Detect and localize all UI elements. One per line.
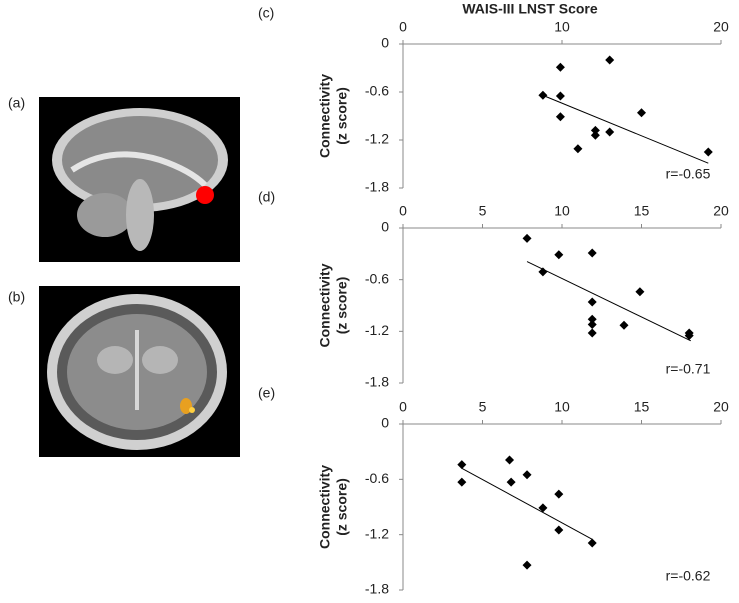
y-axis-label: (z score) bbox=[334, 478, 350, 536]
data-point bbox=[555, 91, 565, 101]
data-point bbox=[587, 297, 597, 307]
trend-line bbox=[544, 95, 709, 164]
correlation-annotation: r=-0.62 bbox=[666, 568, 711, 584]
data-point bbox=[522, 470, 532, 480]
x-tick-label: 10 bbox=[554, 203, 570, 219]
x-tick-label: 20 bbox=[713, 19, 729, 35]
data-point bbox=[506, 477, 516, 487]
data-point bbox=[554, 250, 564, 260]
data-point bbox=[587, 328, 597, 338]
correlation-annotation: r=-0.65 bbox=[666, 166, 711, 182]
data-point bbox=[554, 525, 564, 535]
y-tick-label: -1.8 bbox=[365, 581, 389, 597]
data-point bbox=[605, 127, 615, 137]
data-point bbox=[619, 320, 629, 330]
panel-label: (e) bbox=[258, 385, 275, 401]
y-tick-label: -0.6 bbox=[365, 270, 389, 286]
image-label: (a) bbox=[8, 95, 25, 111]
x-tick-label: 20 bbox=[713, 203, 729, 219]
y-tick-label: -1.8 bbox=[365, 374, 389, 390]
panel-label: (c) bbox=[258, 5, 274, 21]
data-point bbox=[457, 460, 467, 470]
y-axis-label: Connectivity bbox=[317, 74, 333, 158]
data-point bbox=[590, 130, 600, 140]
x-tick-label: 0 bbox=[399, 19, 407, 35]
image-label: (b) bbox=[8, 289, 25, 305]
x-axis-title: WAIS-III LNST Score bbox=[462, 1, 598, 17]
data-point bbox=[555, 62, 565, 72]
y-tick-label: -1.2 bbox=[365, 322, 389, 338]
x-tick-label: 5 bbox=[479, 203, 487, 219]
x-tick-label: 10 bbox=[554, 399, 570, 415]
y-tick-label: -0.6 bbox=[365, 83, 389, 99]
data-point bbox=[637, 108, 646, 118]
x-tick-label: 15 bbox=[634, 203, 650, 219]
y-axis-label: (z score) bbox=[334, 277, 350, 335]
trend-line bbox=[461, 467, 593, 540]
y-axis-label: Connectivity bbox=[317, 465, 333, 549]
data-point bbox=[538, 503, 548, 513]
data-point bbox=[684, 331, 694, 341]
x-tick-label: 20 bbox=[713, 399, 729, 415]
data-point bbox=[505, 455, 515, 465]
data-point bbox=[522, 233, 532, 243]
y-tick-label: -1.2 bbox=[365, 525, 389, 541]
data-point bbox=[587, 538, 597, 548]
y-tick-label: 0 bbox=[381, 219, 389, 235]
brain-image-axial bbox=[39, 286, 240, 457]
data-point bbox=[587, 248, 597, 258]
data-point bbox=[554, 489, 564, 499]
x-tick-label: 10 bbox=[554, 19, 570, 35]
y-tick-label: 0 bbox=[381, 35, 389, 51]
x-tick-label: 5 bbox=[479, 399, 487, 415]
x-tick-label: 0 bbox=[399, 399, 407, 415]
y-tick-label: 0 bbox=[381, 415, 389, 431]
y-tick-label: -1.8 bbox=[365, 179, 389, 195]
data-point bbox=[555, 112, 565, 122]
trend-line bbox=[526, 261, 692, 342]
data-point bbox=[538, 90, 548, 100]
data-point bbox=[590, 125, 600, 135]
panel-label: (d) bbox=[258, 189, 275, 205]
data-point bbox=[538, 267, 548, 277]
data-point bbox=[522, 560, 532, 570]
y-tick-label: -0.6 bbox=[365, 470, 389, 486]
data-point bbox=[587, 314, 597, 324]
data-point bbox=[635, 287, 645, 297]
data-point bbox=[457, 477, 467, 487]
brain-image-sagittal bbox=[39, 97, 240, 262]
y-tick-label: -1.2 bbox=[365, 131, 389, 147]
data-point bbox=[573, 144, 583, 154]
y-axis-label: Connectivity bbox=[317, 263, 333, 347]
data-point bbox=[703, 147, 713, 157]
correlation-annotation: r=-0.71 bbox=[666, 361, 711, 377]
data-point bbox=[605, 55, 615, 65]
data-point bbox=[587, 319, 597, 329]
x-tick-label: 15 bbox=[634, 399, 650, 415]
x-tick-label: 0 bbox=[399, 203, 407, 219]
y-axis-label: (z score) bbox=[334, 87, 350, 145]
